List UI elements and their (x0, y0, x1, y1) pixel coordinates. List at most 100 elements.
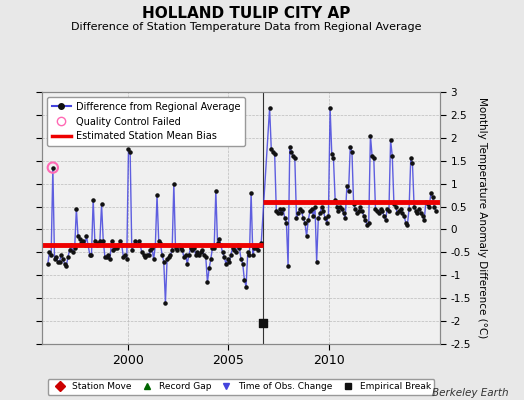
Point (269, 148, 277, 155)
Point (198, 247, 206, 253)
Point (107, 238, 116, 244)
Point (376, 206, 385, 212)
Point (173, 247, 181, 253)
Point (284, 263, 292, 269)
Point (350, 201, 358, 208)
Point (326, 105, 334, 111)
Point (133, 242, 141, 249)
Point (155, 238, 163, 244)
Point (72, 206, 81, 212)
Point (177, 244, 185, 251)
Point (344, 187, 353, 194)
Point (60, 261, 69, 267)
Point (405, 206, 413, 212)
Point (128, 247, 136, 253)
Point (234, 242, 242, 249)
Point (418, 212, 427, 219)
Point (190, 244, 198, 251)
Point (153, 192, 161, 198)
Point (398, 210, 407, 217)
Point (301, 219, 309, 226)
Point (53, 258, 62, 265)
Point (248, 252, 257, 258)
Point (304, 217, 312, 224)
Legend: Station Move, Record Gap, Time of Obs. Change, Empirical Break: Station Move, Record Gap, Time of Obs. C… (48, 379, 434, 395)
Point (351, 206, 359, 212)
Point (280, 215, 289, 221)
Point (257, 240, 265, 246)
Point (296, 206, 304, 212)
Point (324, 212, 333, 219)
Point (185, 252, 193, 258)
Point (279, 206, 287, 212)
Point (340, 210, 348, 217)
Point (356, 203, 365, 210)
Point (59, 256, 67, 262)
Point (71, 244, 79, 251)
Point (146, 247, 155, 253)
Point (250, 244, 259, 251)
Point (134, 238, 143, 244)
Text: HOLLAND TULIP CITY AP: HOLLAND TULIP CITY AP (142, 6, 351, 21)
Point (354, 208, 363, 214)
Point (417, 210, 425, 217)
Point (270, 151, 279, 157)
Point (425, 203, 433, 210)
Point (267, 146, 276, 152)
Point (412, 208, 420, 214)
Point (258, 320, 267, 326)
Point (282, 219, 291, 226)
Point (299, 215, 308, 221)
Point (156, 240, 165, 246)
Point (56, 258, 64, 265)
Point (174, 242, 183, 249)
Point (69, 249, 77, 256)
Point (188, 247, 196, 253)
Point (361, 217, 369, 224)
Point (331, 196, 340, 203)
Point (413, 210, 422, 217)
Point (348, 148, 356, 155)
Point (102, 254, 111, 260)
Point (121, 252, 129, 258)
Point (346, 144, 354, 150)
Point (200, 252, 208, 258)
Point (66, 247, 74, 253)
Point (359, 212, 368, 219)
Point (292, 215, 301, 221)
Point (266, 105, 274, 111)
Point (148, 244, 156, 251)
Point (158, 252, 166, 258)
Text: Difference of Station Temperature Data from Regional Average: Difference of Station Temperature Data f… (71, 22, 421, 32)
Point (244, 249, 252, 256)
Point (358, 208, 366, 214)
Point (47, 252, 56, 258)
Point (294, 210, 302, 217)
Point (119, 254, 128, 260)
Text: Berkeley Earth: Berkeley Earth (432, 388, 508, 398)
Point (210, 244, 219, 251)
Point (255, 242, 264, 249)
Point (52, 254, 60, 260)
Point (375, 210, 383, 217)
Point (308, 206, 316, 212)
Point (343, 183, 351, 189)
Point (353, 210, 361, 217)
Point (336, 203, 344, 210)
Point (131, 238, 139, 244)
Point (124, 146, 133, 152)
Point (106, 256, 114, 262)
Point (49, 164, 57, 171)
Point (237, 256, 245, 262)
Point (109, 247, 117, 253)
Point (43, 261, 52, 267)
Point (220, 254, 228, 260)
Point (97, 201, 106, 208)
Point (49, 164, 57, 171)
Point (309, 212, 318, 219)
Point (380, 212, 388, 219)
Point (408, 160, 417, 166)
Point (297, 208, 305, 214)
Point (91, 238, 99, 244)
Point (378, 208, 386, 214)
